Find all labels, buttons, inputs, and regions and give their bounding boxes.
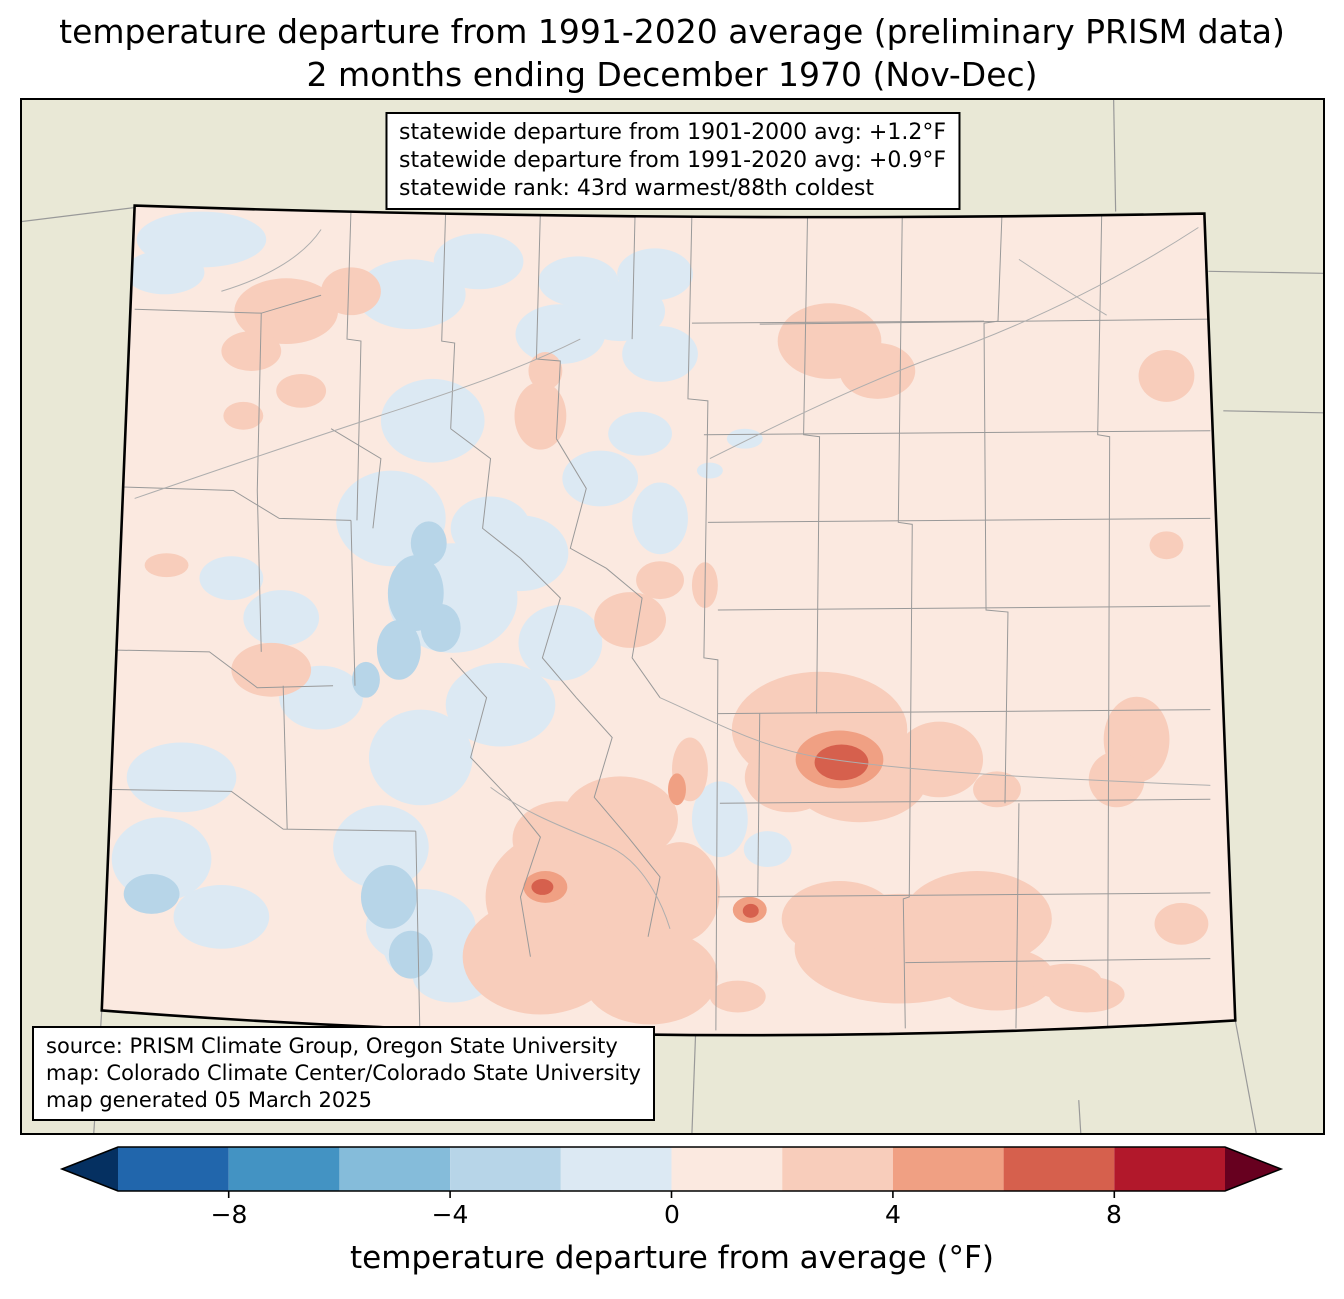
stats-line-3: statewide rank: 43rd warmest/88th coldes… (398, 176, 874, 201)
colorbar-right-arrow (1225, 1147, 1281, 1191)
stats-line-2: statewide departure from 1991-2020 avg: … (398, 148, 947, 173)
chart-title-line-2: 2 months ending December 1970 (Nov-Dec) (306, 55, 1038, 94)
map-panel: statewide departure from 1901-2000 avg: … (20, 98, 1325, 1135)
colorbar-segment-3 (339, 1147, 451, 1191)
anomaly-cool-1-blobs (111, 211, 792, 1003)
stats-box: statewide departure from 1901-2000 avg: … (384, 112, 961, 210)
stats-line-1: statewide departure from 1901-2000 avg: … (398, 120, 947, 145)
source-line-2: map: Colorado Climate Center/Colorado St… (46, 1061, 641, 1085)
colorbar-segment-6 (671, 1147, 783, 1191)
county-boundaries (101, 209, 1211, 1031)
colorbar-svg (59, 1146, 1284, 1198)
colorbar-tick-label: −4 (431, 1200, 469, 1229)
source-line-1: source: PRISM Climate Group, Oregon Stat… (46, 1034, 618, 1058)
colorbar-segment-2 (228, 1147, 340, 1191)
colorbar-title: temperature departure from average (°F) (350, 1240, 994, 1276)
rivers (134, 227, 1211, 929)
colorbar-segment-10 (1114, 1147, 1225, 1191)
anomaly-warm-2-blobs (144, 267, 1209, 1025)
source-line-3: map generated 05 March 2025 (46, 1088, 373, 1112)
colorbar-segment-5 (560, 1147, 672, 1191)
source-box: source: PRISM Climate Group, Oregon Stat… (32, 1026, 655, 1121)
colorbar-ticks (227, 1191, 1116, 1198)
colorbar-segment-8 (892, 1147, 1004, 1191)
anomaly-cool-2-blobs (123, 521, 461, 979)
colorbar-outline (59, 1146, 1284, 1192)
colorbar-segment-1 (118, 1147, 229, 1191)
colorbar-segment-9 (1003, 1147, 1115, 1191)
colorbar-tick-label: 0 (664, 1200, 680, 1229)
chart-title: temperature departure from 1991-2020 ave… (0, 10, 1344, 96)
colorbar: −8 −4 0 4 8 temperature departure from a… (0, 1146, 1344, 1299)
colorbar-segment-4 (450, 1147, 561, 1191)
colorbar-segment-7 (782, 1147, 893, 1191)
colorado-map-svg (22, 100, 1323, 1133)
anomaly-warm-4-blobs (531, 744, 869, 918)
colorbar-tick-label: 4 (885, 1200, 901, 1229)
colorbar-tick-label: −8 (210, 1200, 248, 1229)
colorbar-left-arrow (62, 1147, 118, 1191)
chart-title-line-1: temperature departure from 1991-2020 ave… (59, 12, 1285, 51)
colorbar-tick-label: 8 (1106, 1200, 1122, 1229)
